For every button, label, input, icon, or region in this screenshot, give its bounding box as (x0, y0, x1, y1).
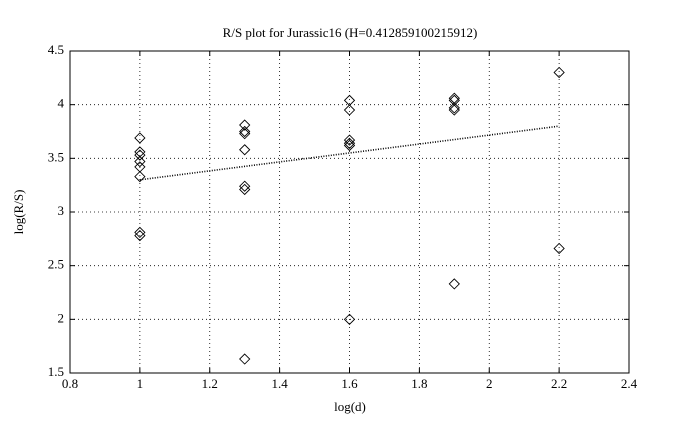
x-tick-label: 0.8 (62, 376, 78, 391)
data-point (343, 313, 356, 325)
data-point (239, 183, 251, 196)
data-point (134, 155, 146, 168)
plot-frame (69, 50, 630, 374)
data-point (134, 226, 146, 239)
fit-line (139, 125, 560, 181)
data-point (553, 242, 565, 255)
x-axis-label: log(d) (334, 399, 366, 414)
data-point (448, 102, 460, 114)
y-tick-label: 4 (58, 96, 65, 111)
x-tick-label: 1.4 (272, 376, 289, 391)
x-tick-label: 1.2 (202, 376, 218, 391)
x-tick-label: 1 (137, 376, 144, 391)
x-tick-label: 2.2 (551, 376, 567, 391)
y-tick-label: 3 (58, 203, 65, 218)
data-point (239, 144, 251, 156)
x-tick-label: 2 (486, 376, 493, 391)
data-point (343, 134, 356, 146)
data-point (448, 104, 460, 116)
data-point (448, 278, 460, 290)
data-point (343, 137, 356, 149)
y-tick-label: 2.5 (48, 257, 64, 272)
data-point (134, 132, 146, 144)
data-point (239, 128, 251, 140)
x-tick-label: 2.4 (621, 376, 638, 391)
data-point (553, 66, 565, 79)
data-point (343, 104, 356, 116)
x-tick-label: 1.8 (411, 376, 427, 391)
y-tick-label: 1.5 (48, 364, 64, 379)
chart-title: R/S plot for Jurassic16 (H=0.41285910021… (223, 25, 478, 40)
data-point (239, 353, 251, 365)
y-tick-label: 4.5 (48, 42, 64, 57)
data-point (343, 139, 356, 152)
y-tick-label: 2 (58, 310, 65, 325)
x-tick-label: 1.6 (341, 376, 358, 391)
y-axis-label: log(R/S) (11, 190, 26, 235)
data-point (134, 229, 146, 242)
data-point (239, 119, 251, 131)
y-tick-label: 3.5 (48, 149, 64, 164)
data-point (239, 125, 251, 138)
data-point (134, 149, 146, 161)
data-point (134, 170, 146, 183)
data-point (239, 180, 251, 192)
